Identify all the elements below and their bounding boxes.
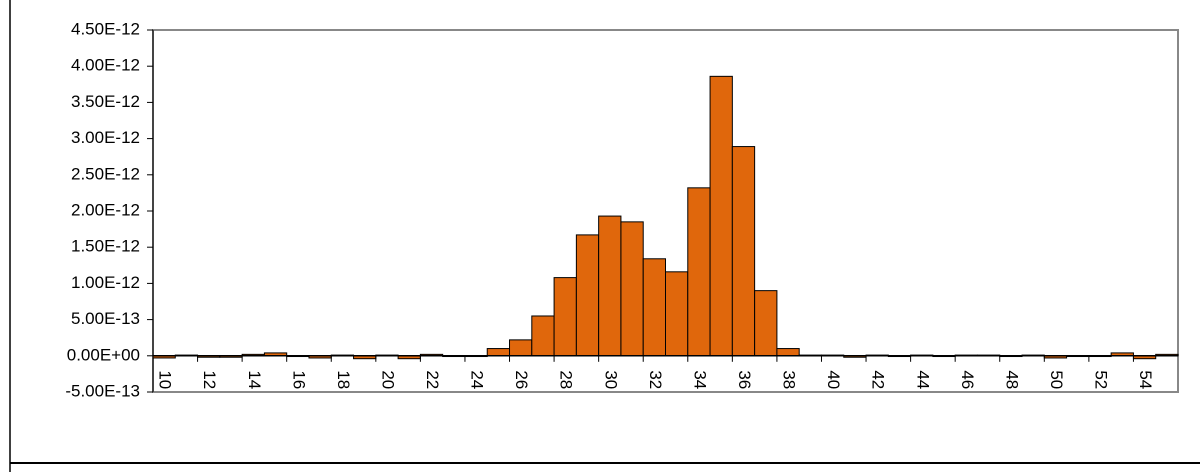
x-tick-label: 32 xyxy=(646,370,665,389)
y-tick-label: 0.00E+00 xyxy=(67,345,140,364)
bar xyxy=(776,348,800,357)
y-tick-label: 1.50E-12 xyxy=(71,237,140,256)
x-tick-label: 42 xyxy=(869,370,888,389)
bar xyxy=(731,146,756,357)
bar xyxy=(598,215,622,357)
x-tick-label: 16 xyxy=(289,370,308,389)
y-tick-label: 2.50E-12 xyxy=(71,164,140,183)
y-tick-label: 3.00E-12 xyxy=(71,128,140,147)
y-tick-label: 1.00E-12 xyxy=(71,273,140,292)
x-tick-label: 48 xyxy=(1002,370,1021,389)
y-tick-label: 4.00E-12 xyxy=(71,56,140,75)
x-tick-label: 50 xyxy=(1047,370,1066,389)
bar xyxy=(620,221,644,357)
bar xyxy=(509,339,533,357)
x-tick-label: 52 xyxy=(1092,370,1111,389)
x-tick-label: 28 xyxy=(557,370,576,389)
x-tick-label: 14 xyxy=(245,370,264,389)
bar xyxy=(687,187,711,357)
x-tick-label: 54 xyxy=(1136,370,1155,389)
x-tick-label: 36 xyxy=(735,370,754,389)
bar xyxy=(642,258,667,357)
x-tick-label: 20 xyxy=(378,370,397,389)
y-tick-label: -5.00E-13 xyxy=(65,381,140,400)
bar xyxy=(553,277,577,357)
y-tick-label: 3.50E-12 xyxy=(71,92,140,111)
bar xyxy=(575,234,600,357)
y-tick-label: 4.50E-12 xyxy=(71,19,140,38)
x-tick-label: 18 xyxy=(334,370,353,389)
x-tick-label: 30 xyxy=(601,370,620,389)
x-tick-label: 34 xyxy=(690,370,709,389)
bar xyxy=(709,75,733,357)
bar xyxy=(531,315,555,357)
bar xyxy=(754,290,778,357)
y-tick-label: 2.00E-12 xyxy=(71,200,140,219)
bar xyxy=(486,348,511,357)
x-tick-label: 38 xyxy=(780,370,799,389)
x-tick-label: 26 xyxy=(512,370,531,389)
x-tick-label: 40 xyxy=(824,370,843,389)
bar xyxy=(665,271,689,357)
x-tick-label: 22 xyxy=(423,370,442,389)
x-tick-label: 46 xyxy=(958,370,977,389)
x-tick-label: 44 xyxy=(913,370,932,389)
x-tick-label: 24 xyxy=(468,370,487,389)
x-tick-label: 12 xyxy=(200,370,219,389)
x-tick-label: 10 xyxy=(156,370,175,389)
y-tick-label: 5.00E-13 xyxy=(71,309,140,328)
